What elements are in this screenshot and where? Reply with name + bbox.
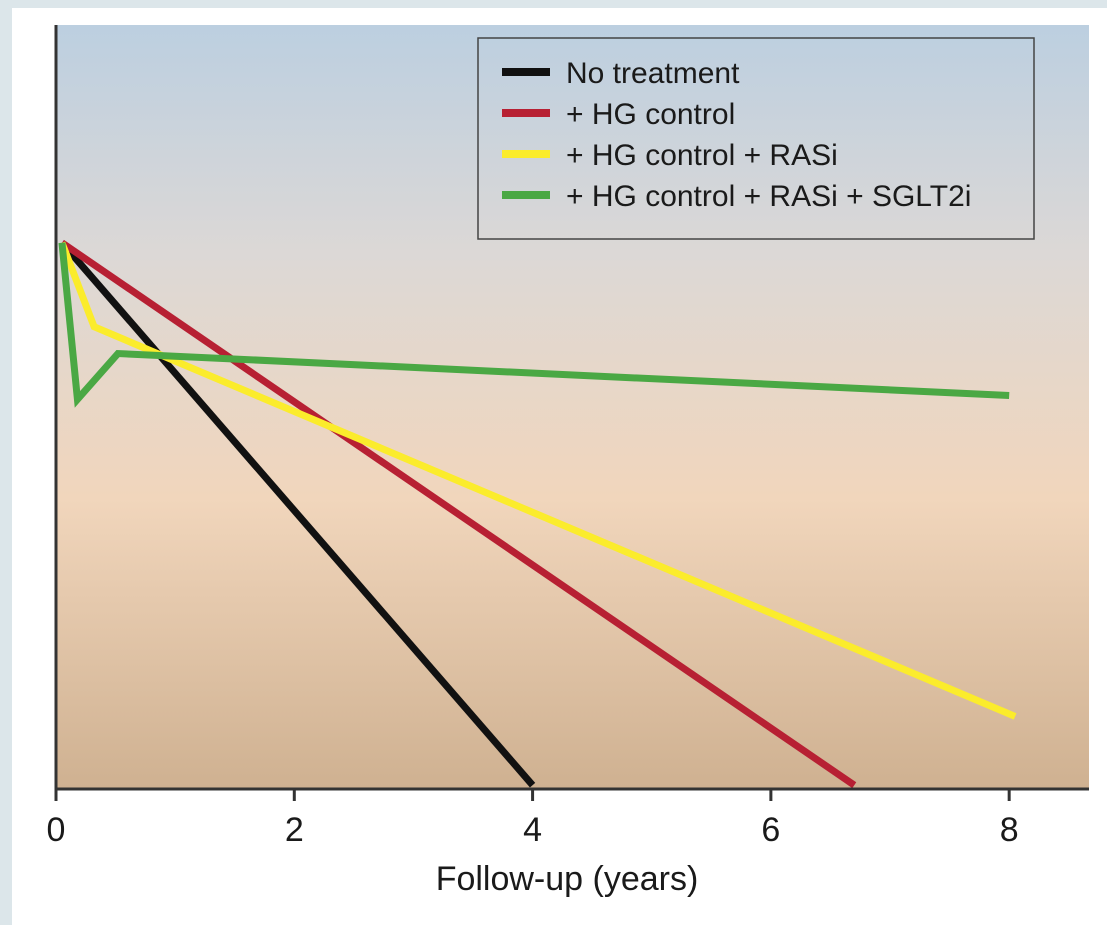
legend-label-no-treatment: No treatment <box>566 57 740 90</box>
legend-label-hg-control-rasi: + HG control + RASi <box>566 139 838 172</box>
x-axis-title: Follow-up (years) <box>436 860 699 898</box>
x-tick-label-0: 0 <box>47 811 66 849</box>
line-chart: 0 2 4 6 8 Follow-up (years) No treatment + HG… <box>47 25 1089 898</box>
legend-box <box>477 37 1035 240</box>
legend: No treatment + HG control + HG control + R… <box>477 37 1035 240</box>
chart-frame: 0 2 4 6 8 Follow-up (years) No treatment + HG… <box>12 8 1107 925</box>
series-line-hg-control <box>59 239 857 789</box>
plot-background <box>56 25 1089 788</box>
legend-label-hg-control: + HG control <box>566 98 735 131</box>
series-line-hg-control-rasi-sglt2i <box>58 242 1010 408</box>
series-lines <box>58 239 1017 789</box>
x-tick-label-4: 4 <box>523 811 542 849</box>
series-line-hg-control-rasi <box>58 241 1017 720</box>
legend-items: No treatment + HG control + HG control + R… <box>502 57 971 213</box>
legend-label-hg-control-rasi-sglt2i: + HG control + RASi + SGLT2i <box>566 180 971 213</box>
x-ticks: 0 2 4 6 8 <box>47 789 1019 849</box>
x-tick-label-2: 2 <box>285 811 304 849</box>
x-tick-label-6: 6 <box>761 811 780 849</box>
series-line-no-treatment <box>59 240 536 788</box>
x-tick-label-8: 8 <box>1000 811 1019 849</box>
